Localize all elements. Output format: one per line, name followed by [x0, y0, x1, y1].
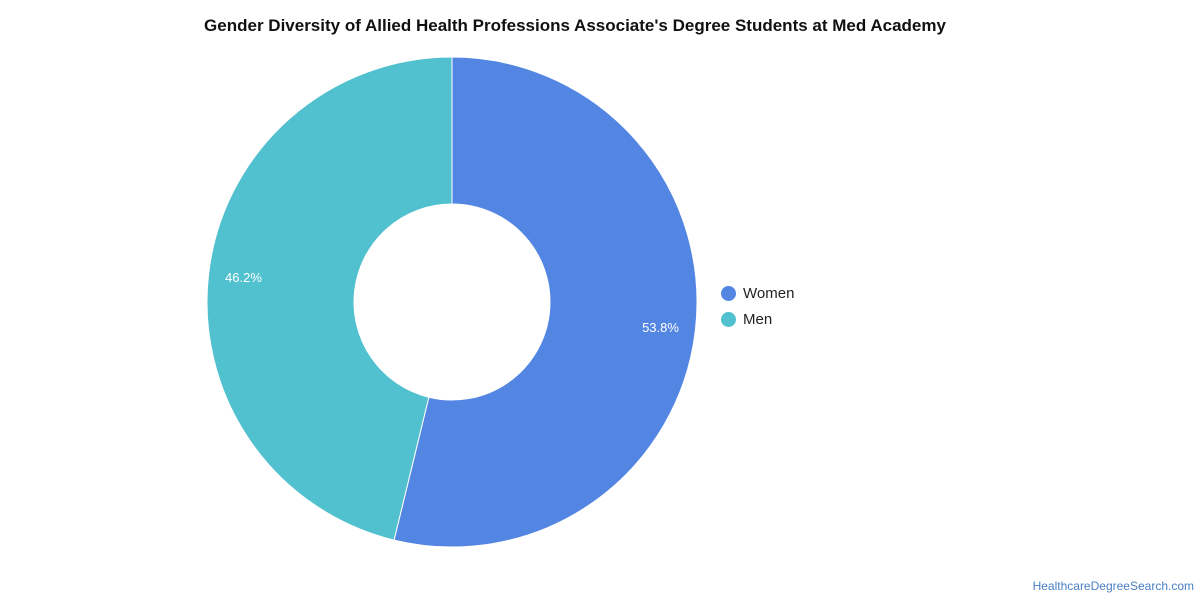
- slice-women[interactable]: [393, 56, 698, 548]
- chart-title: Gender Diversity of Allied Health Profes…: [204, 16, 946, 35]
- watermark-link[interactable]: HealthcareDegreeSearch.com: [1032, 579, 1194, 593]
- legend-label-women: Women: [743, 284, 795, 302]
- slice-men[interactable]: [206, 56, 453, 541]
- slice-label-women: 53.8%: [642, 320, 679, 335]
- legend: Women Men: [721, 280, 794, 332]
- legend-item-women[interactable]: Women: [721, 280, 794, 306]
- legend-item-men[interactable]: Men: [721, 306, 794, 332]
- legend-swatch-women: [721, 285, 736, 301]
- legend-swatch-men: [721, 311, 736, 327]
- slice-label-men: 46.2%: [225, 270, 262, 285]
- legend-label-men: Men: [743, 310, 773, 328]
